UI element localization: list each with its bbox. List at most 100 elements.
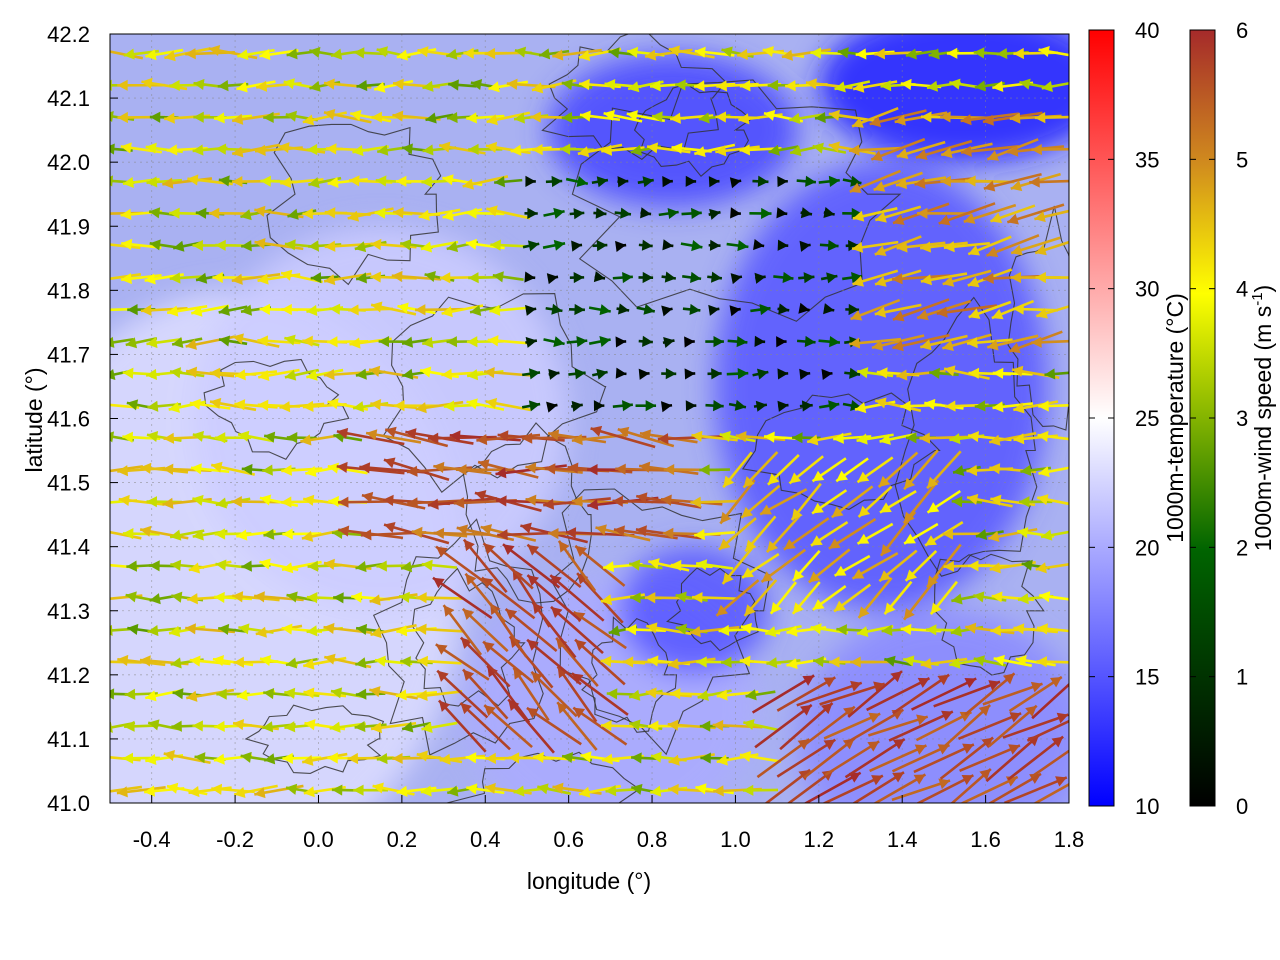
- wind-vector: [612, 400, 633, 412]
- wind-vector: [120, 273, 162, 285]
- wind-vector: [1006, 203, 1065, 225]
- wind-vector: [752, 175, 769, 187]
- y-axis-ticks: 41.0 41.1 41.2 41.3 41.4 41.5 41.6 41.7 41.8 41.9…: [47, 22, 118, 816]
- wind-vector: [684, 368, 696, 380]
- wind-vector: [1038, 400, 1069, 412]
- wind-vector: [110, 465, 144, 473]
- wind-vector: [892, 333, 950, 352]
- temperature-colorbar-tick-label: 40: [1135, 18, 1159, 43]
- wind-vector: [466, 783, 505, 795]
- wind-vector: [743, 719, 778, 732]
- wind-vector: [462, 668, 509, 720]
- wind-vector: [718, 517, 757, 551]
- wind-vector: [777, 303, 790, 315]
- x-tick-label: 0.4: [470, 827, 501, 852]
- wind-vector: [565, 176, 589, 188]
- wind-vector: [522, 240, 540, 252]
- wind-vector: [810, 520, 849, 547]
- wind-vector: [588, 336, 611, 347]
- wind-vector: [1036, 623, 1069, 635]
- wind-vector: [110, 243, 141, 250]
- contour-line: [934, 553, 1045, 676]
- wind-colorbar-tick-label: 0: [1236, 794, 1248, 819]
- wind-vector: [461, 607, 509, 653]
- wind-vector: [869, 744, 927, 773]
- wind-vector: [421, 721, 458, 733]
- wind-vector: [1037, 430, 1069, 442]
- wind-vector: [395, 689, 438, 701]
- wind-vector: [462, 175, 509, 190]
- wind-vector: [308, 240, 342, 252]
- wind-vector: [494, 176, 523, 188]
- wind-vector: [798, 302, 810, 314]
- wind-vector: [891, 743, 951, 773]
- wind-vector: [420, 785, 459, 797]
- wind-vector: [684, 336, 695, 348]
- wind-vector: [568, 303, 585, 316]
- contour-line: [541, 34, 727, 160]
- wind-vector: [973, 655, 1007, 667]
- wind-vector: [352, 145, 389, 157]
- wind-vector: [743, 579, 778, 617]
- wind-vector: [284, 368, 319, 381]
- wind-vector: [753, 400, 768, 412]
- temperature-colorbar-tick-label: 35: [1135, 147, 1159, 172]
- y-tick-label: 41.8: [47, 278, 90, 303]
- wind-vector: [635, 400, 657, 412]
- wind-vector: [418, 208, 461, 221]
- wind-vector: [776, 207, 788, 219]
- wind-vector: [110, 530, 142, 540]
- wind-vector: [903, 522, 939, 545]
- wind-vector: [327, 462, 368, 475]
- wind-vector: [486, 205, 531, 220]
- wind-vector: [905, 48, 937, 60]
- wind-vector: [715, 145, 760, 157]
- wind-vector: [146, 176, 183, 188]
- wind-vector: [752, 368, 769, 380]
- wind-vector: [401, 721, 432, 733]
- wind-vector: [1007, 735, 1064, 781]
- wind-vector: [992, 401, 1034, 413]
- wind-vector: [833, 554, 871, 577]
- wind-vector: [926, 450, 962, 490]
- wind-vector: [767, 453, 800, 486]
- wind-vector: [190, 304, 230, 317]
- y-axis-label: latitude (°): [21, 367, 47, 472]
- wind-vector: [879, 489, 917, 514]
- contour-line: [550, 488, 771, 756]
- wind-vector: [556, 665, 598, 723]
- wind-vector: [781, 48, 831, 61]
- wind-vector: [591, 176, 609, 188]
- wind-vector: [145, 48, 184, 61]
- wind-vector: [975, 528, 1004, 541]
- wind-vector: [646, 142, 691, 154]
- x-tick-label: 0.0: [303, 827, 334, 852]
- wind-vector: [727, 335, 748, 348]
- wind-vector: [236, 80, 276, 93]
- wind-vector: [1033, 782, 1069, 803]
- wind-vector: [960, 145, 1019, 157]
- wind-vector: [802, 705, 856, 747]
- wind-vector: [648, 558, 690, 572]
- wind-vector: [990, 204, 1036, 224]
- wind-vector: [722, 451, 753, 489]
- wind-vector: [754, 335, 766, 347]
- wind-vector: [435, 545, 490, 587]
- wind-vector: [616, 303, 630, 315]
- wind-vector: [166, 782, 208, 796]
- wind-vector: [1034, 112, 1069, 124]
- wind-vector: [576, 572, 624, 624]
- wind-vector: [790, 482, 822, 521]
- wind-vector: [891, 273, 951, 285]
- wind-vector: [867, 714, 929, 737]
- wind-vector: [951, 496, 983, 508]
- wind-vector: [742, 451, 779, 489]
- wind-vector: [169, 367, 205, 379]
- wind-vector: [574, 544, 626, 587]
- wind-vector: [879, 432, 917, 445]
- wind-vector: [849, 337, 902, 349]
- x-tick-label: 0.2: [387, 827, 418, 852]
- wind-vector: [438, 699, 487, 753]
- wind-vector: [369, 686, 419, 700]
- wind-vector: [1015, 654, 1056, 667]
